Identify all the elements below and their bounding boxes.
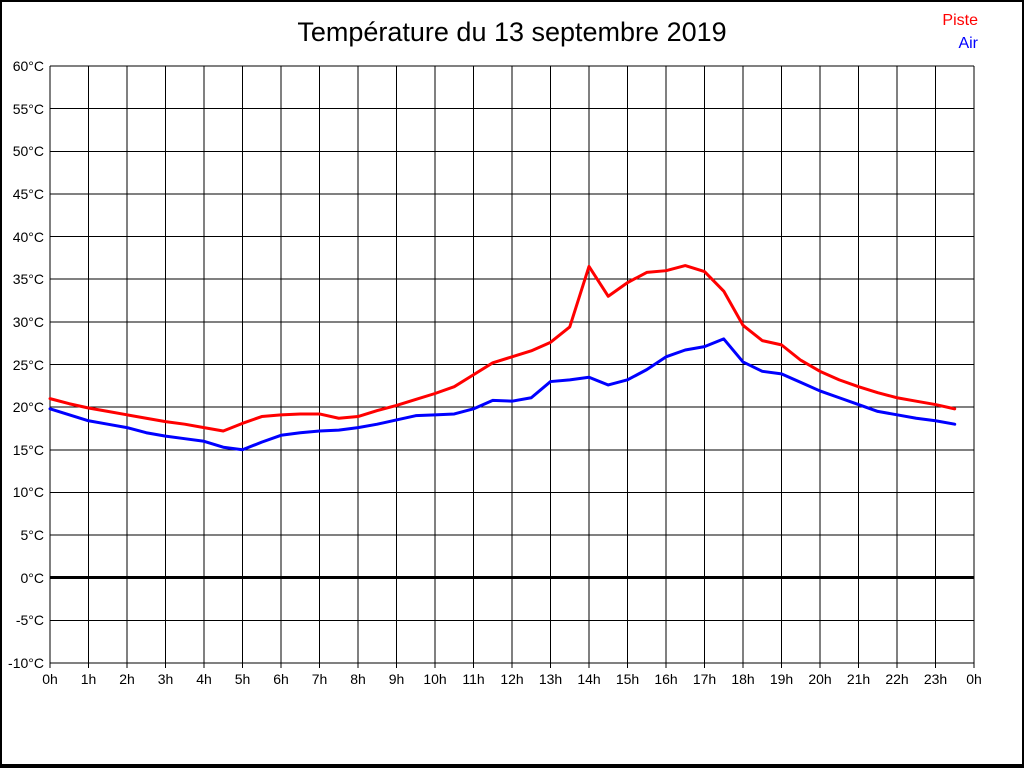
x-tick-label: 23h <box>923 671 948 687</box>
x-tick-label: 12h <box>500 671 524 687</box>
y-tick-label: 30°C <box>12 313 44 330</box>
x-tick-label: 18h <box>731 671 755 687</box>
y-tick-label: 20°C <box>12 399 44 416</box>
chart-title: Température du 13 septembre 2019 <box>297 17 727 47</box>
x-tick-label: 10h <box>423 671 447 687</box>
x-tick-label: 15h <box>615 671 640 687</box>
x-tick-label: 4h <box>196 671 212 687</box>
legend-item-air: Air <box>958 35 978 52</box>
x-tick-label: 17h <box>692 671 717 687</box>
x-tick-label: 20h <box>808 671 832 687</box>
y-tick-label: -10°C <box>8 655 44 671</box>
x-tick-label: 2h <box>119 671 135 687</box>
x-tick-label: 16h <box>654 671 678 687</box>
x-tick-label: 1h <box>80 671 97 687</box>
y-tick-label: 60°C <box>12 58 44 74</box>
series-line-piste <box>48 264 957 433</box>
y-tick-label: 40°C <box>12 228 44 245</box>
legend: Piste Air <box>942 9 978 55</box>
legend-item-piste: Piste <box>942 12 978 29</box>
x-tick-label: 0h <box>42 671 58 687</box>
y-tick-label: 55°C <box>12 100 44 117</box>
x-tick-label: 0h <box>966 671 982 687</box>
x-tick-label: 21h <box>846 671 871 687</box>
x-tick-label: 7h <box>311 671 328 687</box>
x-tick-label: 11h <box>462 671 485 687</box>
y-tick-label: 50°C <box>12 143 44 160</box>
x-tick-label: 22h <box>885 671 909 687</box>
x-tick-label: 13h <box>538 671 563 687</box>
y-tick-label: 5°C <box>20 527 45 544</box>
x-tick-label: 9h <box>388 671 405 687</box>
y-tick-label: 15°C <box>12 441 44 458</box>
y-tick-label: 0°C <box>20 569 45 586</box>
x-tick-label: 19h <box>769 671 794 687</box>
series-line-air <box>48 337 957 452</box>
x-tick-label: 5h <box>234 671 251 687</box>
x-tick-label: 6h <box>273 671 289 687</box>
y-tick-label: 45°C <box>12 185 44 202</box>
y-tick-label: 10°C <box>12 484 44 501</box>
x-tick-label: 8h <box>350 671 366 687</box>
y-tick-label: -5°C <box>15 612 44 629</box>
y-tick-label: 25°C <box>12 356 44 373</box>
y-tick-label: 35°C <box>12 271 44 288</box>
x-tick-label: 14h <box>577 671 601 687</box>
x-tick-label: 3h <box>157 671 174 687</box>
